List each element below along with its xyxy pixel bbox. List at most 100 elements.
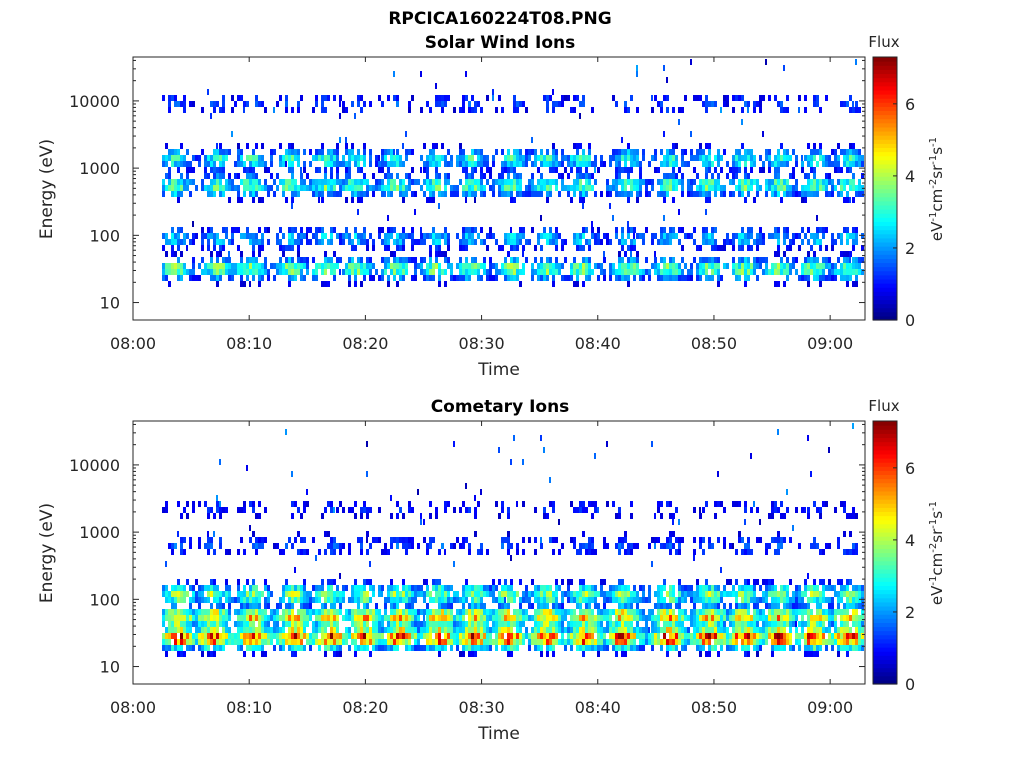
heatmap-cell [492, 233, 495, 239]
heatmap-cell [699, 609, 702, 615]
heatmap-cell [441, 107, 444, 113]
heatmap-cell [222, 639, 225, 645]
heatmap-cell [210, 167, 213, 173]
heatmap-cell [501, 645, 504, 651]
heatmap-cell [678, 651, 681, 657]
heatmap-cell [432, 149, 435, 155]
heatmap-cell [207, 543, 210, 549]
heatmap-cell [219, 543, 222, 549]
heatmap-cell [396, 245, 399, 251]
heatmap-cell [546, 639, 549, 645]
heatmap-cell [291, 621, 294, 627]
heatmap-cell [198, 501, 201, 507]
heatmap-cell [684, 591, 687, 597]
heatmap-cell [420, 645, 423, 651]
heatmap-cell [660, 107, 663, 113]
heatmap-cell [858, 269, 861, 275]
heatmap-cell [414, 615, 417, 621]
colorbar-segment [873, 270, 897, 276]
heatmap-cell [426, 155, 429, 161]
heatmap-cell [444, 603, 447, 609]
heatmap-cell [477, 501, 480, 507]
heatmap-cell [372, 239, 375, 245]
heatmap-cell [222, 191, 225, 197]
heatmap-cell [162, 609, 165, 615]
heatmap-cell [357, 233, 360, 239]
heatmap-cell [516, 161, 519, 167]
heatmap-cell [744, 275, 747, 281]
heatmap-cell [171, 549, 174, 555]
heatmap-cell [204, 627, 207, 633]
heatmap-cell [468, 101, 471, 107]
heatmap-cell [180, 609, 183, 615]
heatmap-cell [399, 245, 402, 251]
heatmap-cell [738, 167, 741, 173]
heatmap-cell [453, 615, 456, 621]
heatmap-cell [426, 633, 429, 639]
heatmap-cell [333, 609, 336, 615]
heatmap-cell [522, 101, 525, 107]
heatmap-cell [813, 185, 816, 191]
heatmap-cell [486, 161, 489, 167]
heatmap-cell [636, 197, 639, 203]
heatmap-cell [429, 543, 432, 549]
heatmap-cell [183, 549, 186, 555]
heatmap-cell [240, 507, 243, 513]
heatmap-cell [693, 191, 696, 197]
heatmap-cell [753, 263, 756, 269]
heatmap-cell [288, 263, 291, 269]
heatmap-cell [183, 591, 186, 597]
panel-title: Solar Wind Ions [425, 33, 576, 53]
heatmap-cell [624, 645, 627, 651]
heatmap-cell [636, 71, 638, 77]
x-tick-label: 08:10 [226, 334, 272, 353]
heatmap-cell [309, 645, 312, 651]
heatmap-cell [603, 251, 605, 257]
heatmap-cell [840, 185, 843, 191]
heatmap-cell [429, 537, 432, 543]
heatmap-cell [462, 501, 465, 507]
heatmap-cell [627, 173, 630, 179]
heatmap-cell [225, 579, 228, 585]
heatmap-cell [534, 537, 537, 543]
heatmap-cell [576, 281, 579, 287]
heatmap-cell [759, 257, 762, 263]
heatmap-cell [171, 621, 174, 627]
heatmap-cell [708, 167, 711, 173]
heatmap-cell [612, 149, 615, 155]
heatmap-cell [216, 609, 219, 615]
heatmap-cell [654, 627, 657, 633]
heatmap-cell [189, 269, 192, 275]
heatmap-cell [849, 257, 851, 263]
heatmap-cell [540, 245, 543, 251]
heatmap-cell [288, 621, 291, 627]
heatmap-cell [861, 191, 864, 197]
heatmap-cell [504, 179, 507, 185]
heatmap-cell [291, 501, 294, 507]
heatmap-cell [396, 233, 399, 239]
heatmap-cell [357, 269, 360, 275]
heatmap-cell [177, 245, 180, 251]
heatmap-cell [657, 585, 660, 591]
heatmap-cell [513, 275, 516, 281]
heatmap-cell [660, 233, 663, 239]
heatmap-cell [438, 639, 441, 645]
heatmap-cell [261, 239, 264, 245]
heatmap-cell [354, 627, 357, 633]
heatmap-cell [783, 185, 786, 191]
heatmap-cell [594, 507, 597, 513]
heatmap-cell [810, 191, 813, 197]
heatmap-cell [288, 603, 291, 609]
heatmap-cell [195, 621, 198, 627]
heatmap-cell [561, 149, 564, 155]
heatmap-cell [513, 101, 516, 107]
heatmap-cell [579, 597, 582, 603]
heatmap-cell [657, 179, 660, 185]
heatmap-cell [630, 167, 633, 173]
heatmap-cell [696, 639, 699, 645]
heatmap-cell [783, 65, 785, 71]
heatmap-cell [195, 639, 198, 645]
heatmap-cell [249, 167, 252, 173]
heatmap-cell [438, 239, 441, 245]
heatmap-cell [774, 251, 777, 257]
